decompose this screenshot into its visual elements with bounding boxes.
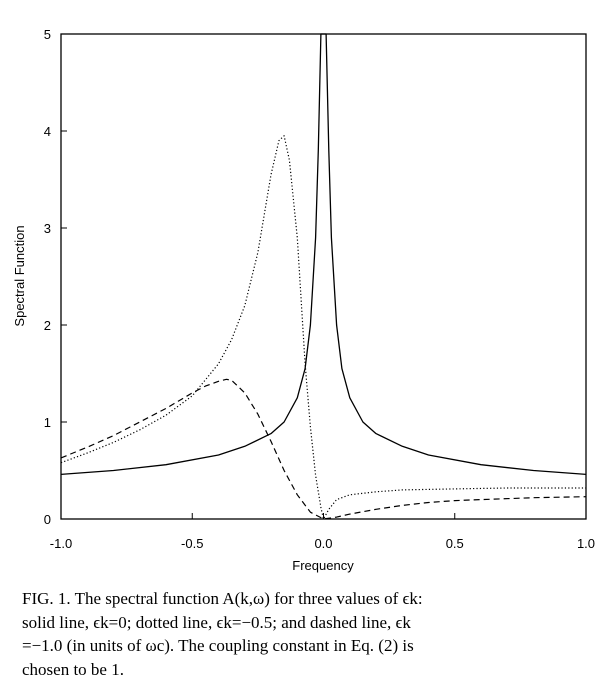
y-tick-label: 1 <box>44 415 51 430</box>
solid-line-series <box>60 33 587 476</box>
dashed-line-series <box>60 378 587 520</box>
series-layer <box>60 33 587 520</box>
y-tick-label: 3 <box>44 221 51 236</box>
x-tick-label: 1.0 <box>577 536 595 551</box>
y-tick-label: 5 <box>44 27 51 42</box>
y-tick-label: 0 <box>44 512 51 527</box>
tick-labels: -1.0 -0.5 0.0 0.5 1.0 0 1 2 3 4 5 <box>44 27 595 551</box>
dotted-line-series <box>60 135 586 520</box>
caption-line-2: solid line, ϵk=0; dotted line, ϵk=−0.5; … <box>22 612 411 632</box>
y-tick-label: 2 <box>44 318 51 333</box>
y-tick-label: 4 <box>44 124 51 139</box>
caption-line-4: chosen to be 1. <box>22 659 124 679</box>
x-tick-label: -1.0 <box>50 536 72 551</box>
x-axis-title: Frequency <box>292 558 354 573</box>
axis-ticks <box>60 33 587 520</box>
caption-line-1: FIG. 1. The spectral function A(k,ω) for… <box>22 589 423 608</box>
plot-frame <box>60 33 587 520</box>
figure-caption: FIG. 1. The spectral function A(k,ω) for… <box>22 587 587 681</box>
x-tick-label: 0.0 <box>314 536 332 551</box>
x-tick-label: -0.5 <box>181 536 203 551</box>
caption-line-3: =−1.0 (in units of ωc). The coupling con… <box>22 636 414 655</box>
x-tick-label: 0.5 <box>446 536 464 551</box>
y-axis-title: Spectral Function <box>12 225 27 326</box>
